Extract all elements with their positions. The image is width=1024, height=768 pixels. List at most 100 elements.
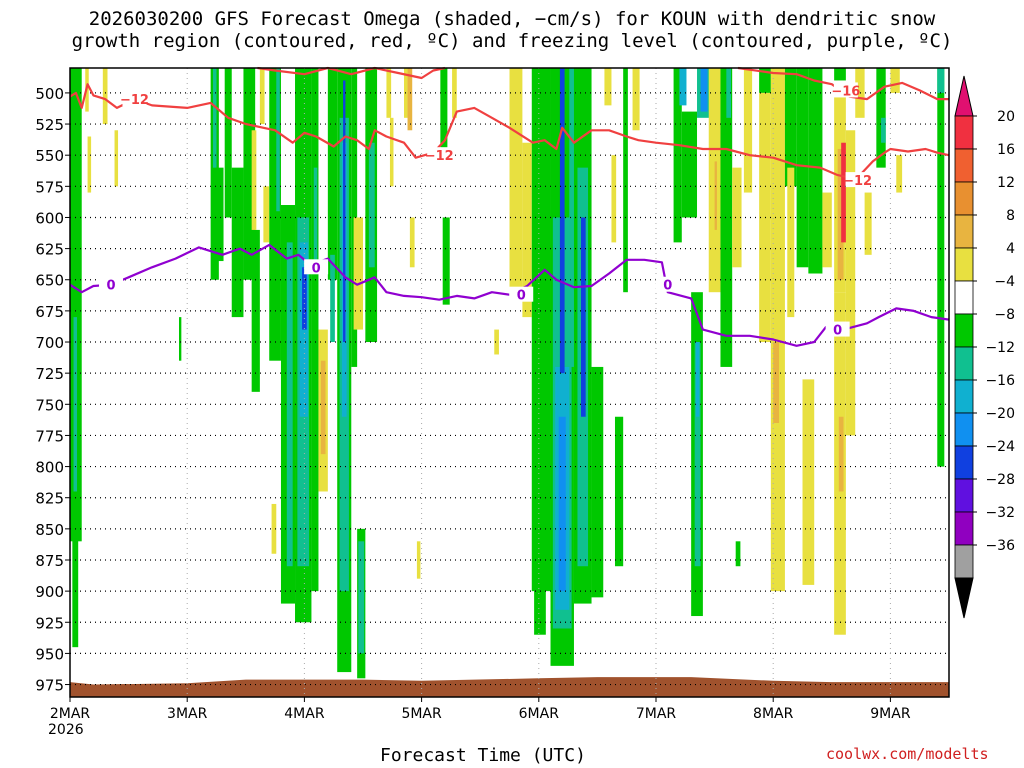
omega-band	[224, 68, 232, 218]
y-tick-label: 525	[35, 116, 64, 134]
chart-title-line-1: 2026030200 GFS Forecast Omega (shaded, −…	[88, 8, 936, 30]
y-tick-label: 975	[35, 677, 64, 695]
colorbar-swatch	[954, 445, 974, 480]
terrain-layer	[70, 677, 949, 697]
omega-band	[732, 167, 742, 268]
omega-band	[796, 68, 809, 268]
colorbar-label: 4	[1006, 241, 1015, 257]
dgz-contour-label: −12	[120, 93, 149, 108]
y-tick-label: 650	[35, 272, 64, 290]
omega-band	[212, 68, 217, 168]
freezing-level-label-bg	[99, 276, 124, 292]
omega-band	[700, 68, 708, 112]
omega-band	[834, 68, 846, 81]
omega-band	[937, 68, 945, 467]
colorbar-label: 20	[997, 109, 1015, 125]
omega-band	[243, 68, 256, 280]
omega-band	[679, 68, 687, 106]
y-tick-label: 600	[35, 209, 64, 227]
omega-band	[580, 217, 586, 417]
omega-band	[743, 68, 753, 193]
omega-band	[353, 217, 363, 330]
omega-shading-layer	[70, 68, 945, 679]
y-tick-label: 900	[35, 583, 64, 601]
omega-band	[442, 217, 450, 305]
colorbar-label: −16	[985, 373, 1015, 389]
omega-band	[286, 242, 293, 567]
colorbar-swatch	[954, 412, 974, 447]
omega-band	[114, 130, 119, 187]
dgz-contour-label-bg	[833, 82, 858, 98]
omega-band	[251, 130, 257, 230]
omega-band	[808, 68, 823, 274]
omega-band	[681, 111, 698, 218]
freezing-level-label-bg	[825, 321, 850, 337]
freezing-level-label-bg	[655, 276, 680, 292]
omega-band	[896, 155, 903, 193]
omega-band	[837, 148, 844, 280]
omega-band	[890, 68, 900, 93]
dgz-contour-label-bg	[122, 91, 147, 107]
omega-band	[841, 142, 849, 243]
omega-band	[368, 142, 375, 268]
colorbar-swatch	[954, 511, 974, 546]
omega-band	[87, 136, 92, 193]
colorbar-label: 8	[1006, 208, 1015, 224]
omega-band	[604, 68, 612, 106]
y-tick-label: 550	[35, 147, 64, 165]
colorbar-label: −12	[985, 340, 1015, 356]
colorbar-label: −32	[985, 505, 1015, 521]
y-tick-label: 850	[35, 521, 64, 539]
y-tick-label: 875	[35, 552, 64, 570]
x-tick-label: 7MAR	[636, 706, 677, 722]
y-tick-label: 750	[35, 396, 64, 414]
omega-band	[726, 68, 732, 118]
y-tick-label: 825	[35, 490, 64, 508]
omega-band	[838, 416, 844, 492]
omega-band	[386, 68, 392, 118]
source-credit[interactable]: coolwx.com/modelts	[826, 745, 989, 763]
colorbar-bottom-arrow	[954, 577, 974, 619]
freezing-level-label: 0	[833, 324, 842, 339]
plot-frame	[69, 67, 950, 698]
omega-band	[330, 254, 335, 343]
omega-band	[558, 416, 566, 592]
colorbar-swatch	[954, 346, 974, 381]
omega-band	[269, 68, 281, 361]
y-tick-label: 700	[35, 334, 64, 352]
x-tick-label: 5MAR	[401, 706, 442, 722]
omega-band	[210, 68, 219, 280]
y-tick-label: 775	[35, 427, 64, 445]
colorbar-label: −4	[994, 274, 1015, 290]
colorbar-label: −24	[985, 439, 1015, 455]
axis-layer: 500 525 550 575 600 625 650 675 700 725 750 775 800 8…	[35, 85, 910, 722]
omega-band	[694, 342, 701, 567]
terrain-fill	[70, 677, 949, 697]
omega-band	[358, 541, 365, 654]
omega-band	[276, 68, 280, 212]
omega-band	[389, 117, 394, 187]
y-tick-label: 500	[35, 85, 64, 103]
omega-band	[409, 217, 415, 268]
x-axis-title: Forecast Time (UTC)	[380, 745, 586, 766]
freezing-level-label: 0	[106, 279, 115, 294]
x-tick-label: 4MAR	[284, 706, 325, 722]
omega-band	[881, 117, 886, 143]
dgz-contour-label-bg	[845, 172, 870, 188]
omega-band	[407, 68, 413, 131]
omega-band	[759, 92, 771, 343]
colorbar-label: 12	[997, 175, 1015, 191]
dgz-contour-label: −12	[843, 174, 872, 189]
omega-band	[509, 68, 523, 293]
x-tick-label: 3MAR	[167, 706, 208, 722]
colorbar-swatch	[954, 115, 974, 150]
omega-band	[320, 360, 326, 455]
colorbar-swatch	[954, 544, 974, 579]
omega-band	[263, 186, 270, 243]
freezing-level-label: 0	[312, 261, 321, 276]
omega-band	[452, 68, 457, 118]
omega-band	[632, 68, 640, 131]
dgz-contour-label-bg	[427, 147, 452, 163]
y-tick-label: 575	[35, 178, 64, 196]
omega-band	[534, 267, 546, 635]
